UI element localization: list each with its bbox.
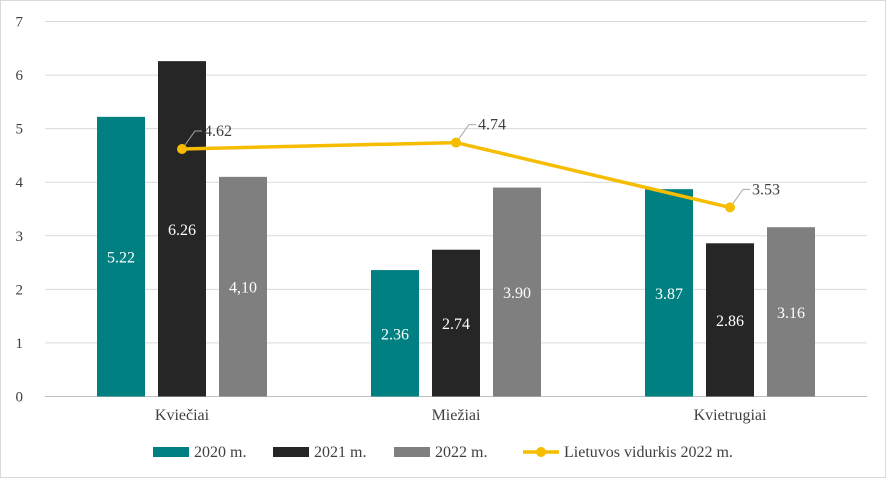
- line-point: [451, 137, 461, 148]
- bar: [432, 249, 480, 397]
- bar-data-label: 3.16: [777, 305, 805, 322]
- legend-swatch: [394, 447, 430, 457]
- bar-data-label: 2.74: [442, 316, 470, 333]
- legend-label: Lietuvos vidurkis 2022 m.: [564, 444, 733, 461]
- bar: [97, 116, 145, 397]
- label-leader: [458, 124, 476, 139]
- line-point: [177, 144, 187, 154]
- y-tick-label: 1: [16, 336, 24, 352]
- legend-label: 2022 m.: [435, 444, 487, 461]
- bar: [158, 61, 206, 397]
- x-tick-label: Kviečiai: [155, 407, 210, 424]
- label-leader: [184, 130, 202, 146]
- bar: [219, 176, 267, 397]
- y-tick-label: 0: [16, 390, 24, 406]
- bar-data-label: 4,10: [229, 280, 257, 297]
- line-point: [725, 202, 735, 213]
- y-tick-label: 7: [16, 15, 24, 31]
- legend-swatch: [153, 447, 189, 457]
- bar-data-label: 3.87: [655, 286, 683, 303]
- legend-marker: [536, 447, 546, 457]
- line-data-label: 4.74: [478, 117, 506, 134]
- legend-swatch: [273, 447, 309, 457]
- x-tick-label: Kvietrugiai: [694, 407, 767, 424]
- bar-data-label: 6.26: [168, 222, 196, 239]
- y-tick-label: 5: [16, 122, 24, 138]
- y-tick-label: 2: [16, 282, 24, 298]
- bar-data-label: 5.22: [107, 250, 135, 267]
- legend-label: 2020 m.: [194, 444, 246, 461]
- line-data-label: 3.53: [752, 181, 780, 198]
- line-data-label: 4.62: [204, 123, 232, 140]
- bar: [493, 187, 541, 397]
- x-tick-label: Miežiai: [432, 407, 481, 424]
- bar-data-label: 3.90: [503, 285, 531, 302]
- legend-label: 2021 m.: [314, 444, 366, 461]
- label-leader: [732, 188, 750, 204]
- bar: [645, 189, 693, 397]
- bar-data-label: 2.36: [381, 326, 409, 343]
- y-tick-label: 3: [16, 229, 24, 245]
- bar: [706, 243, 754, 397]
- y-tick-label: 4: [16, 175, 24, 191]
- y-tick-label: 6: [16, 68, 24, 84]
- bar: [767, 227, 815, 397]
- bar-data-label: 2.86: [716, 313, 744, 330]
- bar: [371, 270, 419, 397]
